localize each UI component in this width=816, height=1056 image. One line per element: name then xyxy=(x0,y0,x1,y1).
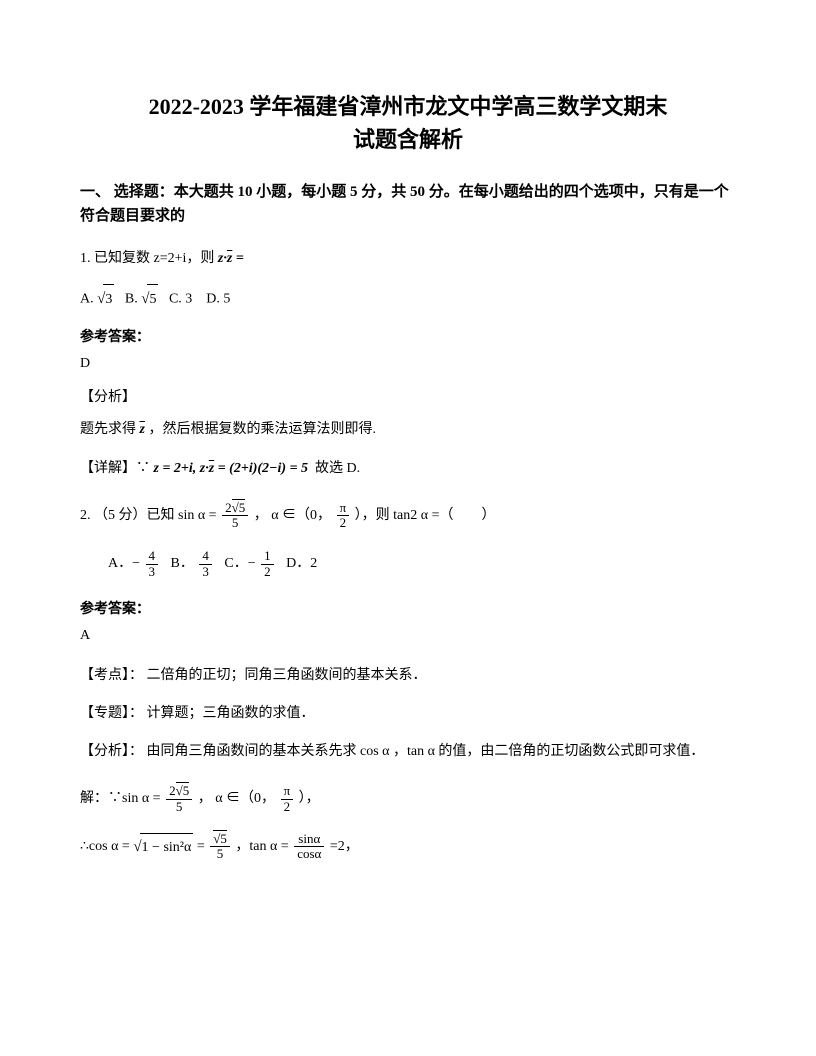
title-line-2: 试题含解析 xyxy=(80,123,736,156)
frac-num: √5 xyxy=(210,832,230,847)
q2-mid1: ， α ∈（0， xyxy=(254,508,331,523)
fraction-icon: π 2 xyxy=(337,501,350,531)
q1-formula: z·z = xyxy=(218,251,244,266)
q2-optA-label: A．− xyxy=(108,556,140,571)
fraction-icon: 4 3 xyxy=(199,549,212,579)
q1-detail-label: 【详解】∵ xyxy=(80,461,150,476)
tan-suffix: =2， xyxy=(330,839,359,854)
q1-analysis-suffix: ，然后根据复数的乘法运算法则即得. xyxy=(148,422,376,437)
zhuanti-text: 计算题；三角函数的求值． xyxy=(147,706,315,721)
frac-num: π xyxy=(337,501,350,516)
frac-den: 2 xyxy=(261,565,274,579)
frac-num: 2√5 xyxy=(222,501,248,516)
q1-detail: 【详解】∵ z = 2+i, z·z = (2+i)(2−i) = 5 故选 D… xyxy=(80,454,736,485)
q2-solution-line2: ∴cos α = 1 − sin²α = √5 5 ，tan α = sinα … xyxy=(80,832,736,862)
fenxi-text: 由同角三角函数间的基本关系先求 cos α ，tan α 的值，由二倍角的正切函… xyxy=(147,744,705,759)
fraction-icon: 1 2 xyxy=(261,549,274,579)
q1-detail-formula: z = 2+i, z·z = (2+i)(2−i) = 5 xyxy=(154,461,309,476)
frac-num: sinα xyxy=(294,832,324,847)
cos-prefix: ∴cos α = xyxy=(80,839,130,854)
sqrt-icon: 3 xyxy=(97,283,114,316)
q2-answer: A xyxy=(80,628,736,644)
frac-den: 5 xyxy=(166,800,192,814)
q2-prefix: 2. （5 分）已知 sin α = xyxy=(80,508,217,523)
q1-analysis-prefix: 题先求得 xyxy=(80,422,136,437)
q2-optC-label: C．− xyxy=(224,556,255,571)
kaodian-text: 二倍角的正切；同角三角函数间的基本关系． xyxy=(147,668,427,683)
fraction-icon: sinα cosα xyxy=(294,832,324,862)
sqrt-icon: 5 xyxy=(141,283,158,316)
frac-den: cosα xyxy=(294,847,324,861)
sqrt-icon: 1 − sin²α xyxy=(133,832,193,862)
frac-num: 4 xyxy=(199,549,212,564)
q1-analysis-text: 题先求得 z ，然后根据复数的乘法运算法则即得. xyxy=(80,416,736,444)
fraction-icon: 2√5 5 xyxy=(166,784,192,814)
jie-mid2: ）， xyxy=(299,791,320,806)
kaodian-label: 【考点】： xyxy=(80,668,143,683)
frac-den: 5 xyxy=(222,516,248,530)
frac-den: 2 xyxy=(337,516,350,530)
document-title: 2022-2023 学年福建省漳州市龙文中学高三数学文期末 试题含解析 xyxy=(80,90,736,156)
fenxi-label: 【分析】： xyxy=(80,744,143,759)
q1-options: A. 3 B. 5 C. 3 D. 5 xyxy=(80,283,736,316)
q1-optD: D. 5 xyxy=(206,292,230,307)
fraction-icon: π 2 xyxy=(281,784,294,814)
q2-solution-line1: 解：∵sin α = 2√5 5 ， α ∈（0， π 2 ）， xyxy=(80,784,736,814)
q1-answer-label: 参考答案： xyxy=(80,326,736,346)
frac-den: 2 xyxy=(281,800,294,814)
question-1: 1. 已知复数 z=2+i，则 z·z = xyxy=(80,244,736,275)
frac-den: 3 xyxy=(146,565,159,579)
q2-mid2: ），则 tan2 α =（ ） xyxy=(355,508,496,523)
frac-num: 2√5 xyxy=(166,784,192,799)
q2-optB-label: B． xyxy=(171,556,194,571)
q1-detail-suffix: 故选 D. xyxy=(315,461,360,476)
q1-optC: C. 3 xyxy=(169,292,192,307)
q2-options: A．− 4 3 B． 4 3 C．− 1 2 D．2 xyxy=(80,549,736,580)
fraction-icon: √5 5 xyxy=(210,832,230,862)
q1-optA-label: A. xyxy=(80,292,94,307)
jie-mid1: ， α ∈（0， xyxy=(198,791,275,806)
zhuanti-label: 【专题】： xyxy=(80,706,143,721)
title-line-1: 2022-2023 学年福建省漳州市龙文中学高三数学文期末 xyxy=(80,90,736,123)
frac-den: 5 xyxy=(210,847,230,861)
jie-prefix: 解：∵sin α = xyxy=(80,791,161,806)
q2-optD: D．2 xyxy=(286,556,317,571)
frac-den: 3 xyxy=(199,565,212,579)
q2-answer-label: 参考答案： xyxy=(80,598,736,618)
section-header: 一、 选择题：本大题共 10 小题，每小题 5 分，共 50 分。在每小题给出的… xyxy=(80,180,736,228)
eq-sign: = xyxy=(197,839,205,854)
fraction-icon: 4 3 xyxy=(146,549,159,579)
frac-num: 1 xyxy=(261,549,274,564)
frac-num: 4 xyxy=(146,549,159,564)
question-2: 2. （5 分）已知 sin α = 2√5 5 ， α ∈（0， π 2 ），… xyxy=(80,501,736,532)
q2-kaodian: 【考点】： 二倍角的正切；同角三角函数间的基本关系． xyxy=(80,662,736,690)
frac-num: π xyxy=(281,784,294,799)
z-bar-icon: z xyxy=(140,416,145,444)
q2-fenxi: 【分析】： 由同角三角函数间的基本关系先求 cos α ，tan α 的值，由二… xyxy=(80,738,736,766)
tan-prefix: ，tan α = xyxy=(235,839,288,854)
q2-zhuanti: 【专题】： 计算题；三角函数的求值． xyxy=(80,700,736,728)
q1-text: 1. 已知复数 z=2+i，则 xyxy=(80,251,214,266)
q1-answer: D xyxy=(80,356,736,372)
q1-analysis-label: 【分析】 xyxy=(80,386,736,406)
q1-optB-label: B. xyxy=(125,292,138,307)
fraction-icon: 2√5 5 xyxy=(222,501,248,531)
